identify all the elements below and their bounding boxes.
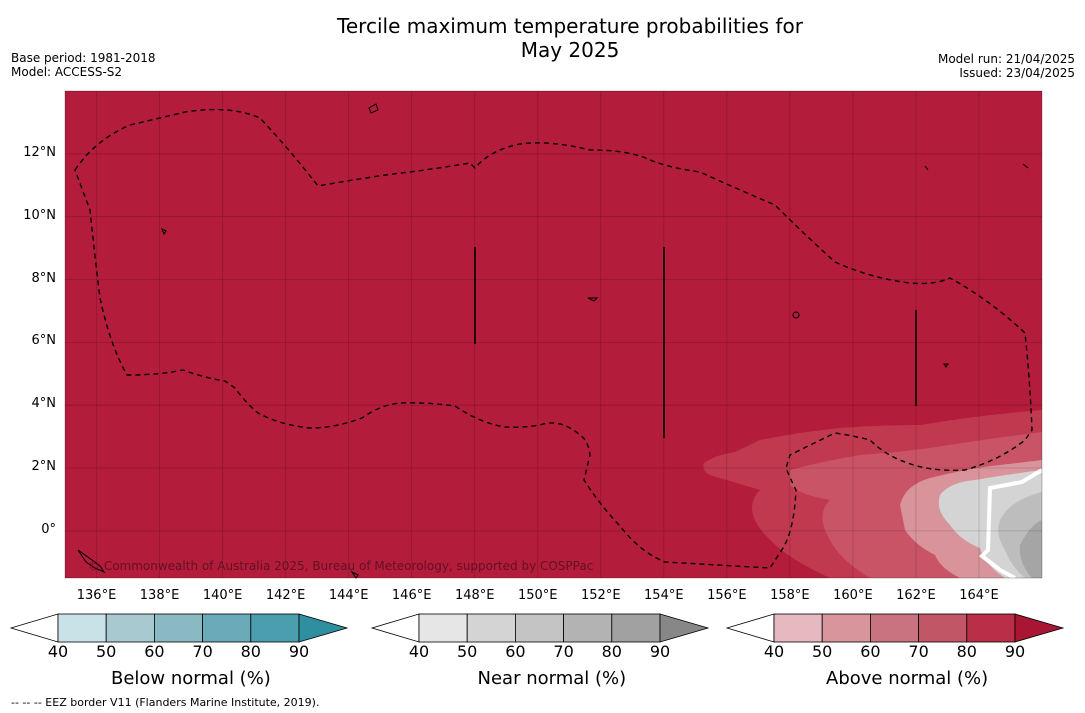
island xyxy=(161,227,167,236)
colorbar-tick-label: 40 xyxy=(408,642,430,661)
map-gridlines xyxy=(65,91,1042,578)
colorbar-segment xyxy=(57,613,107,643)
lat-tick-label: 6°N xyxy=(31,333,57,349)
colorbar-segment xyxy=(514,613,564,643)
colorbar-above-normal: 40 50 60 70 80 90 Above normal (%) xyxy=(726,612,1066,702)
lon-tick-label: 148°E xyxy=(454,588,495,603)
lat-tick-label: 4°N xyxy=(31,396,57,412)
colorbar-title: Above normal (%) xyxy=(826,668,989,689)
region-near-70 xyxy=(1019,520,1042,578)
colorbar-title: Below normal (%) xyxy=(111,668,271,689)
colorbar-segment xyxy=(153,613,203,643)
lat-tick-label: 0° xyxy=(41,521,56,537)
lat-tick-label: 2°N xyxy=(31,459,57,475)
eez-footnote: -- -- -- EEZ border V11 (Flanders Marine… xyxy=(11,696,320,709)
islands xyxy=(77,103,1029,579)
colorbar-under-triangle xyxy=(10,613,59,643)
colorbar-tick-label: 60 xyxy=(505,642,526,661)
near-normal-outline xyxy=(978,468,1042,578)
colorbar-segment xyxy=(918,613,968,643)
lon-tick-label: 144°E xyxy=(328,588,369,603)
island xyxy=(1022,163,1029,169)
meta-left: Base period: 1981-2018 Model: ACCESS-S2 xyxy=(11,51,156,79)
island xyxy=(943,363,949,368)
colorbar-segment xyxy=(418,613,468,643)
colorbar-tick-label: 80 xyxy=(956,642,977,661)
colorbar-tick-label: 70 xyxy=(908,642,929,661)
lon-tick-label: 142°E xyxy=(265,588,306,603)
colorbar-tick-label: 40 xyxy=(763,642,785,661)
colorbar-over-triangle xyxy=(1014,613,1064,643)
lat-tick-label: 12°N xyxy=(23,144,56,160)
island xyxy=(587,297,599,302)
colorbar-tick-label: 90 xyxy=(288,642,310,661)
colorbar-under-triangle xyxy=(726,613,775,643)
chart-title: Tercile maximum temperature probabilitie… xyxy=(0,14,1085,62)
colorbar-segment xyxy=(105,613,155,643)
model-text: Model: ACCESS-S2 xyxy=(11,65,123,79)
colorbar-segment xyxy=(966,613,1016,643)
lon-tick-label: 162°E xyxy=(896,588,936,603)
lon-tick-label: 158°E xyxy=(770,588,810,603)
island xyxy=(350,570,359,579)
colorbar-segment xyxy=(869,613,919,643)
lon-tick-label: 160°E xyxy=(833,588,873,603)
colorbar-over-triangle xyxy=(298,613,348,643)
colorbar-segment xyxy=(250,613,300,643)
colorbar-tick-label: 80 xyxy=(240,642,261,661)
colorbar-segment xyxy=(773,613,823,643)
lon-tick-label: 140°E xyxy=(202,588,243,603)
colorbar-segment xyxy=(563,613,613,643)
colorbar-below-normal: 40 50 60 70 80 90 Below normal (%) xyxy=(10,612,350,702)
longitude-markers xyxy=(474,247,917,438)
colorbar-graphic xyxy=(726,613,1064,643)
lat-tick-label: 10°N xyxy=(23,207,56,223)
meta-right: Model run: 21/04/2025 Issued: 23/04/2025 xyxy=(938,52,1075,80)
copyright-text: © Commonwealth of Australia 2025, Bureau… xyxy=(88,559,594,573)
colorbar-tick-label: 40 xyxy=(47,642,69,661)
colorbar-tick-label: 50 xyxy=(457,642,478,661)
lon-tick-label: 138°E xyxy=(139,588,180,603)
lon-tick-label: 164°E xyxy=(959,588,999,603)
colorbar-tick-label: 60 xyxy=(144,642,165,661)
title-line-2: May 2025 xyxy=(520,38,620,62)
lon-tick-label: 156°E xyxy=(707,588,747,603)
colorbar-under-triangle xyxy=(371,613,420,643)
lon-tick-label: 154°E xyxy=(644,588,684,603)
island xyxy=(77,549,106,574)
island xyxy=(368,103,379,114)
colorbar-over-triangle xyxy=(659,613,709,643)
lon-tick-label: 152°E xyxy=(581,588,621,603)
colorbar-tick-label: 70 xyxy=(192,642,213,661)
model-run-text: Model run: 21/04/2025 xyxy=(937,52,1075,66)
eez-border xyxy=(74,108,1033,569)
colorbar-graphic xyxy=(371,613,709,643)
colorbar-segment xyxy=(466,613,516,643)
colorbar-tick-label: 80 xyxy=(601,642,622,661)
title-line-1: Tercile maximum temperature probabilitie… xyxy=(337,14,803,38)
colorbar-segment xyxy=(821,613,871,643)
colorbar-segment xyxy=(611,613,661,643)
colorbar-segment xyxy=(202,613,252,643)
island xyxy=(792,311,800,319)
colorbar-title: Near normal (%) xyxy=(477,668,627,689)
island xyxy=(924,165,929,171)
colorbar-graphic xyxy=(10,613,348,643)
colorbar-tick-label: 70 xyxy=(553,642,574,661)
lon-tick-label: 146°E xyxy=(391,588,432,603)
lon-tick-label: 150°E xyxy=(517,588,558,603)
lon-tick-label: 136°E xyxy=(76,588,117,603)
map-frame xyxy=(64,90,1043,579)
colorbar-tick-label: 90 xyxy=(1004,642,1026,661)
colorbar-tick-label: 50 xyxy=(812,642,833,661)
colorbar-tick-label: 50 xyxy=(96,642,117,661)
colorbar-tick-label: 60 xyxy=(860,642,881,661)
colorbar-tick-label: 90 xyxy=(649,642,671,661)
issued-text: Issued: 23/04/2025 xyxy=(959,66,1075,80)
forecast-map[interactable] xyxy=(0,0,1085,610)
lat-tick-label: 8°N xyxy=(31,270,57,286)
base-period-text: Base period: 1981-2018 xyxy=(11,51,156,65)
colorbar-near-normal: 40 50 60 70 80 90 Near normal (%) xyxy=(371,612,711,702)
